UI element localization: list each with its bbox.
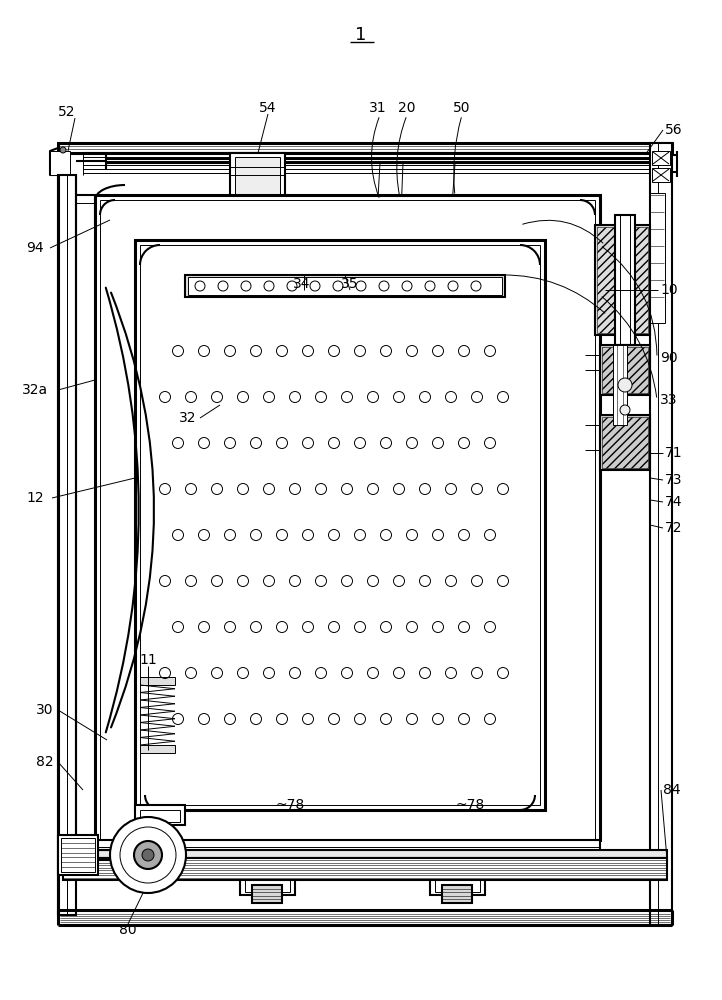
Text: 84: 84 <box>663 783 681 797</box>
Text: 32: 32 <box>179 411 197 425</box>
Circle shape <box>134 841 162 869</box>
Bar <box>140 745 175 753</box>
Bar <box>652 168 670 182</box>
Text: 10: 10 <box>660 283 678 297</box>
Bar <box>95 195 600 840</box>
Text: 32a: 32a <box>22 383 48 397</box>
Text: ~78: ~78 <box>275 798 305 812</box>
Bar <box>650 193 665 323</box>
Bar <box>600 345 650 395</box>
Bar <box>442 885 472 903</box>
Bar <box>50 151 70 175</box>
Bar <box>140 677 175 685</box>
Bar <box>61 838 95 872</box>
Bar <box>100 200 595 840</box>
Bar <box>135 240 545 810</box>
Bar <box>185 275 505 297</box>
Text: 34: 34 <box>293 277 310 291</box>
Text: 11: 11 <box>139 653 157 667</box>
Text: 74: 74 <box>665 495 682 509</box>
Circle shape <box>620 405 630 415</box>
Bar <box>650 143 672 925</box>
Bar <box>615 215 635 345</box>
Bar <box>652 151 670 165</box>
Text: 50: 50 <box>453 101 471 115</box>
Text: 56: 56 <box>665 123 682 137</box>
Text: 80: 80 <box>119 923 136 937</box>
Text: 20: 20 <box>399 101 416 115</box>
Text: 33: 33 <box>660 393 677 407</box>
Bar <box>245 858 290 892</box>
Text: 31: 31 <box>369 101 387 115</box>
Bar <box>58 835 98 875</box>
Text: 90: 90 <box>660 351 678 365</box>
Bar <box>63 850 667 858</box>
Bar <box>597 227 648 333</box>
Bar <box>613 345 627 425</box>
Bar <box>140 245 540 805</box>
Bar <box>595 225 650 335</box>
Text: ~78: ~78 <box>456 798 484 812</box>
Bar <box>58 143 672 153</box>
Text: 52: 52 <box>58 105 76 119</box>
Circle shape <box>60 147 66 153</box>
Bar <box>602 417 648 468</box>
Text: 72: 72 <box>665 521 682 535</box>
Text: 71: 71 <box>665 446 682 460</box>
Bar <box>95 840 600 855</box>
Bar <box>188 277 502 295</box>
Circle shape <box>142 849 154 861</box>
Circle shape <box>618 378 632 392</box>
Text: 12: 12 <box>26 491 44 505</box>
Text: 82: 82 <box>36 755 54 769</box>
Bar <box>430 855 485 895</box>
Bar <box>252 885 282 903</box>
Circle shape <box>110 817 186 893</box>
Bar <box>235 157 280 195</box>
Bar <box>230 153 285 198</box>
Text: 35: 35 <box>342 277 359 291</box>
Text: 73: 73 <box>665 473 682 487</box>
Text: 1: 1 <box>355 26 367 44</box>
Bar <box>602 347 648 393</box>
Bar <box>63 858 667 880</box>
Text: 94: 94 <box>26 241 44 255</box>
Bar <box>140 810 180 822</box>
Text: 54: 54 <box>259 101 277 115</box>
Bar <box>58 175 76 915</box>
Bar <box>435 858 480 892</box>
Bar <box>600 415 650 470</box>
Text: 30: 30 <box>36 703 53 717</box>
Bar <box>240 855 295 895</box>
Bar <box>135 805 185 825</box>
